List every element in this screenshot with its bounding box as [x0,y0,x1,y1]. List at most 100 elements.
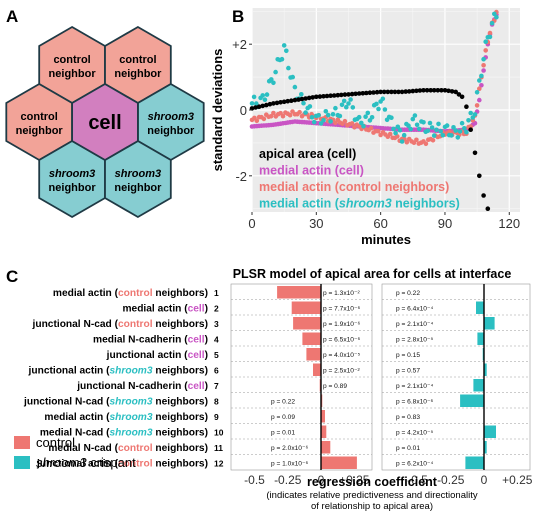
data-point [328,93,333,98]
panel-b-label: B [232,7,244,26]
data-point [349,121,355,126]
data-point [417,88,423,93]
bar [306,348,321,361]
data-point [333,105,338,111]
data-point [464,129,469,135]
data-point [299,92,304,97]
x-axis-title: minutes [361,232,411,247]
data-point [451,125,456,130]
legend-entry: control [36,435,75,450]
data-point [371,90,376,95]
data-point [424,88,430,93]
data-point [261,116,267,122]
data-point [434,127,439,133]
data-point [274,100,280,106]
data-point [303,96,308,101]
data-point [260,93,266,98]
data-point [292,84,298,90]
data-point [350,105,356,110]
data-point [280,113,286,119]
bar [484,317,495,330]
data-point [328,119,333,124]
data-point [333,120,338,126]
bar [302,332,321,345]
data-point [380,96,386,102]
x-tick-label: 120 [498,216,520,231]
p-value: p = 6.4x10⁻⁴ [396,305,433,312]
legend-entry: medial actin (shroom3 neighbors) [259,197,460,211]
data-point [408,126,414,132]
row-number: 10 [214,427,224,437]
data-point [477,78,482,83]
data-point [404,139,410,145]
data-point [483,39,489,44]
data-point [406,89,412,94]
hex-cell-label: cell [88,112,121,134]
bar [321,456,357,469]
data-point [376,128,381,134]
plsr-panel-control: p = 1.3x10⁻² p = 7.7x10⁻⁶ p = 1.9x10⁻⁶ p = … [230,283,373,487]
data-point [273,69,278,75]
row-number: 6 [214,365,219,375]
plsr-x-axis-note-2: of relationship to apical area) [311,501,433,512]
data-point [487,34,493,40]
y-tick-label: +2 [232,37,247,52]
data-point [393,130,398,136]
data-point [431,88,437,93]
plsr-x-axis-title: regression coefficient [307,475,438,489]
plsr-legend: control shroom3 crispant [14,435,136,470]
row-label: junctional actin (control neighbors) [36,458,208,469]
hex-label-line2: neighbor [49,182,97,194]
data-point [339,92,344,98]
data-point [264,102,269,108]
hex-label-line2: neighbor [49,68,97,80]
data-point [346,101,351,106]
data-point [325,112,331,118]
p-value: p = 0.15 [396,352,420,359]
data-point [439,88,444,93]
data-point [376,106,381,112]
row-number: 5 [214,350,219,360]
row-label: junctional N-cad (shroom3 neighbors) [23,396,208,407]
data-point [401,132,407,138]
data-point [331,93,337,98]
bar [484,425,496,438]
data-point [311,119,317,125]
data-point [297,109,302,115]
bar [473,379,484,392]
hex-label-line2: neighbor [114,68,162,80]
data-point [342,118,348,124]
data-point [447,129,453,134]
row-number: 9 [214,412,219,422]
x-tick-label: 0 [248,216,255,231]
row-number: 4 [214,334,219,344]
data-point [410,88,416,94]
data-point [301,100,306,106]
data-point [359,120,364,126]
bar [321,425,327,438]
p-value: p = 0.09 [271,414,295,421]
hex-label-line2: neighbor [16,125,64,137]
data-point [446,88,451,94]
data-point [310,95,316,100]
data-point [321,117,326,123]
data-point [410,116,416,122]
data-point [321,94,326,99]
x-tick-label: -0.25 [274,473,302,487]
p-value: p = 2.1x10⁻⁴ [396,383,433,390]
data-point [472,112,478,117]
row-label: medial N-cad (shroom3 neighbors) [40,427,208,438]
p-value: p = 2.0x10⁻⁶ [271,445,308,452]
data-point [251,94,257,100]
data-point [403,89,409,94]
data-point [264,92,270,97]
data-point [481,56,486,62]
data-point [392,89,398,95]
data-point [391,126,396,132]
plsr-x-axis-note-1: (indicates relative predictiveness and d… [266,490,477,501]
data-point [453,128,459,133]
legend-entry: medial actin (cell) [259,164,364,178]
data-point [429,125,435,130]
data-point [299,96,305,102]
